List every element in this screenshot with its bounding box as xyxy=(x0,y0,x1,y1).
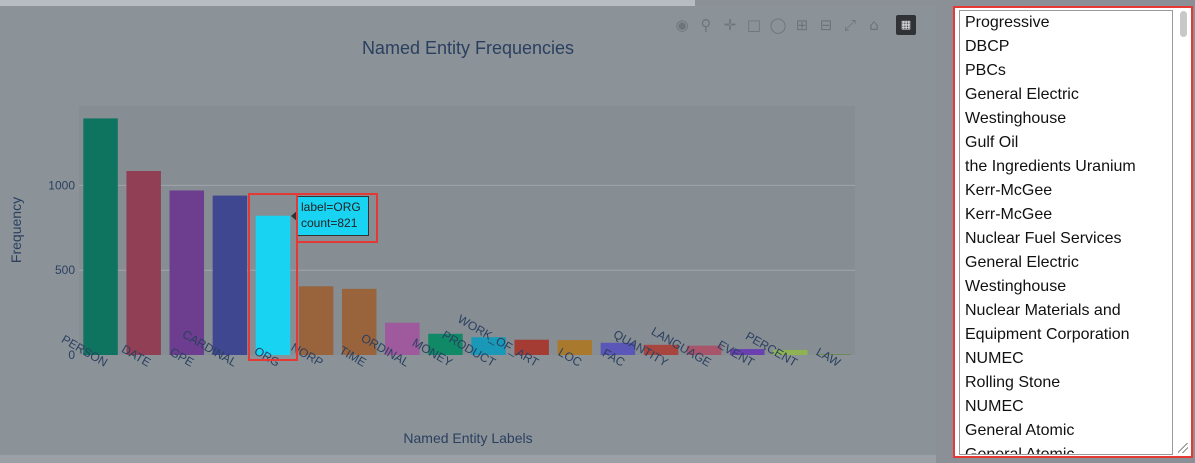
bar-gpe[interactable] xyxy=(169,190,205,355)
bar-ordinal[interactable] xyxy=(385,322,420,355)
list-item[interactable]: NUMEC xyxy=(965,350,1024,367)
list-item[interactable]: Nuclear Fuel Services xyxy=(965,230,1122,247)
list-item[interactable]: General Atomic xyxy=(965,422,1075,439)
list-item[interactable]: General Electric xyxy=(965,254,1079,271)
bar-date[interactable] xyxy=(126,170,161,355)
zoom-in-icon[interactable]: ⊞ xyxy=(795,16,809,34)
list-item[interactable]: the Ingredients Uranium xyxy=(965,158,1136,175)
bar-language[interactable] xyxy=(686,345,722,355)
gridlines xyxy=(79,184,855,271)
list-item[interactable]: NUMEC xyxy=(965,398,1024,415)
list-item[interactable]: General Atomic xyxy=(965,446,1075,455)
list-item[interactable]: Progressive xyxy=(965,14,1050,31)
list-item[interactable]: DBCP xyxy=(965,38,1010,55)
bar-money[interactable] xyxy=(428,333,463,355)
y-tick-label: 0 xyxy=(68,348,75,362)
highlight-box-bar xyxy=(248,193,298,361)
list-item[interactable]: Westinghouse xyxy=(965,110,1067,127)
list-item[interactable]: General Electric xyxy=(965,86,1079,103)
y-axis-label: Frequency xyxy=(8,196,24,264)
chart-title: Named Entity Frequencies xyxy=(361,38,575,58)
horizontal-scrollbar[interactable] xyxy=(0,455,936,463)
list-item[interactable]: Rolling Stone xyxy=(965,374,1061,391)
bar-fac[interactable] xyxy=(600,342,636,355)
bar-time[interactable] xyxy=(341,288,377,355)
list-item[interactable]: Equipment Corporation xyxy=(965,326,1130,343)
list-item[interactable]: Kerr-McGee xyxy=(965,182,1053,199)
highlight-box-tooltip xyxy=(296,193,378,243)
list-item[interactable]: Westinghouse xyxy=(965,278,1067,295)
top-bar xyxy=(0,0,695,6)
lasso-icon[interactable]: ◯ xyxy=(769,16,787,34)
autoscale-icon[interactable]: ⤢ xyxy=(843,16,856,34)
y-tick-label: 500 xyxy=(55,263,75,277)
resize-grip-icon[interactable] xyxy=(1178,443,1188,453)
bar-cardinal[interactable] xyxy=(212,195,248,355)
list-item[interactable]: Nuclear Materials and xyxy=(965,302,1121,319)
plot-area xyxy=(79,106,855,355)
bar-percent[interactable] xyxy=(773,349,808,355)
zoom-out-icon[interactable]: ⊟ xyxy=(819,16,833,34)
bar-person[interactable] xyxy=(83,118,118,356)
list-item[interactable]: PBCs xyxy=(965,62,1006,79)
bar-quantity[interactable] xyxy=(643,344,679,355)
bar-norp[interactable] xyxy=(298,286,334,355)
tooltip-label: label=ORG xyxy=(301,200,361,214)
zoom-icon[interactable]: ⚲ xyxy=(700,16,712,34)
entity-listbox[interactable]: Progressive DBCP PBCs General Electric Westi… xyxy=(959,10,1173,455)
entity-list-panel: Progressive DBCP PBCs General Electric Westi… xyxy=(953,6,1193,458)
scrollbar-thumb[interactable] xyxy=(1180,11,1187,37)
camera-icon[interactable]: ◉ xyxy=(675,16,689,34)
bar-product[interactable] xyxy=(471,337,506,355)
y-tick-label: 1000 xyxy=(48,178,75,192)
modebar: ◉ ⚲ ✛ □ ◯ ⊞ ⊟ ⤢ ⌂ ▦ xyxy=(672,15,916,35)
x-axis-label: Named Entity Labels xyxy=(403,430,533,446)
bar-event[interactable] xyxy=(729,349,765,355)
bar-org[interactable] xyxy=(255,215,291,355)
bar-loc[interactable] xyxy=(557,340,593,355)
pan-icon[interactable]: ✛ xyxy=(723,16,737,34)
bar-work-of-art[interactable] xyxy=(514,339,549,355)
vertical-scrollbar[interactable] xyxy=(1179,11,1189,451)
plotly-logo-icon[interactable]: ▦ xyxy=(896,15,916,35)
list-item[interactable]: Kerr-McGee xyxy=(965,206,1053,223)
y-tick-labels: 0 500 1000 xyxy=(48,178,75,362)
bars xyxy=(83,118,851,356)
bar-law[interactable] xyxy=(816,354,851,355)
list-item[interactable]: Gulf Oil xyxy=(965,134,1019,151)
reset-axes-icon[interactable]: ⌂ xyxy=(869,16,879,34)
tooltip-count: count=821 xyxy=(301,216,358,230)
box-select-icon[interactable]: □ xyxy=(746,16,762,34)
